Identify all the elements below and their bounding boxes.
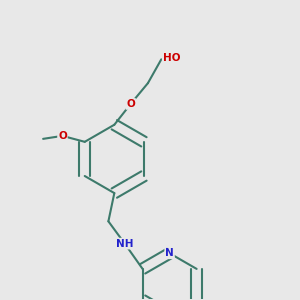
Text: NH: NH: [116, 238, 134, 249]
Text: O: O: [126, 99, 135, 109]
Text: HO: HO: [163, 53, 180, 63]
Text: N: N: [165, 248, 174, 258]
Text: O: O: [58, 131, 67, 141]
